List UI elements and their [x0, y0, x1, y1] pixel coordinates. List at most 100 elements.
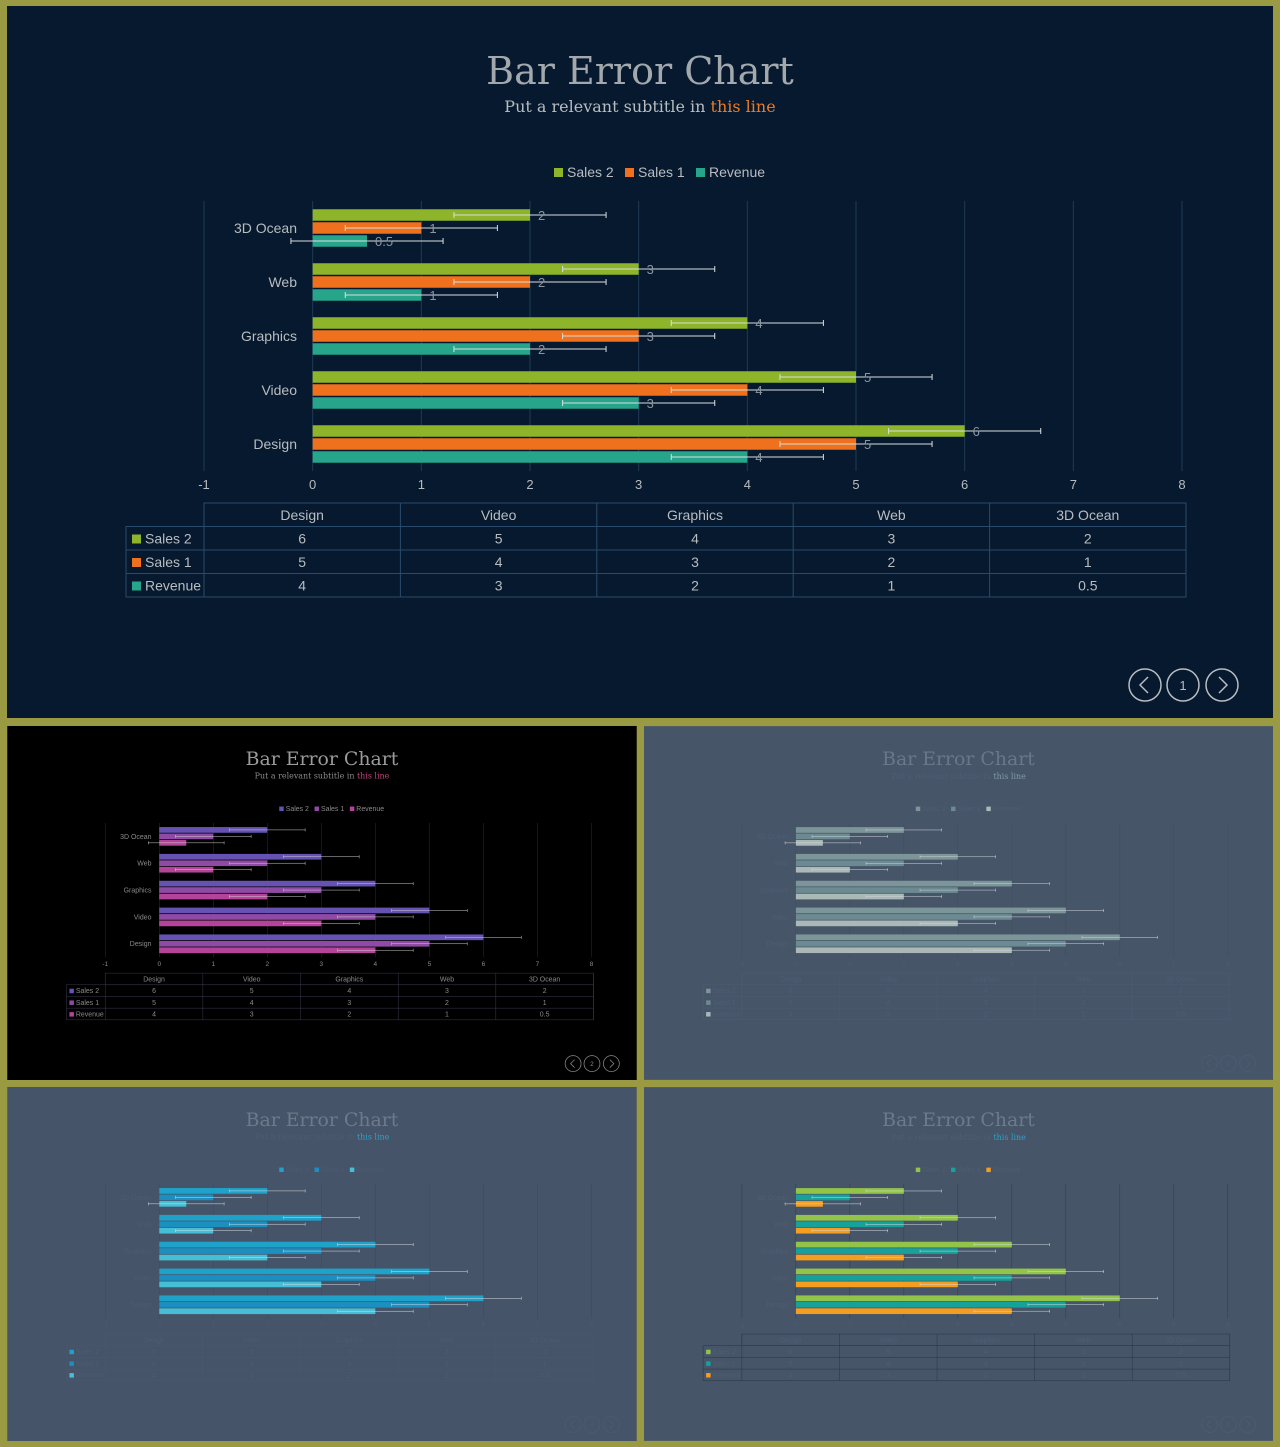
x-tick-label: 1 [848, 1322, 852, 1329]
page-number-button[interactable]: 4 [583, 1416, 601, 1433]
x-tick-label: 8 [1226, 1322, 1230, 1329]
slide-thumb-4[interactable]: Bar Error Chart Put a relevant subtitle i… [7, 1087, 637, 1441]
chart-svg-s3: Bar Error Chart Put a relevant subtitle i… [644, 726, 1273, 1080]
table-cell: 1 [445, 1373, 449, 1380]
prev-button[interactable] [1201, 1416, 1218, 1433]
slide-thumb-2[interactable]: Bar Error Chart Put a relevant subtitle i… [7, 726, 637, 1080]
page-number-button[interactable]: 5 [1219, 1416, 1237, 1433]
x-tick-label: 0 [157, 961, 161, 968]
data-label: 2 [538, 208, 545, 223]
table-cell: 3 [347, 1361, 351, 1368]
table-cell: 5 [789, 1000, 793, 1007]
table-header-cell: Web [440, 977, 454, 984]
table-series-swatch [706, 1000, 711, 1005]
table-cell: 6 [298, 531, 306, 547]
page-circle [583, 1055, 601, 1072]
table-cell: 2 [1081, 1000, 1085, 1007]
next-button[interactable] [1239, 1055, 1256, 1072]
table-cell: 2 [984, 1373, 988, 1380]
table-cell: 2 [888, 554, 896, 570]
bar [795, 947, 1012, 954]
x-tick-label: 6 [961, 477, 968, 492]
next-button[interactable] [603, 1416, 620, 1433]
y-category-label: 3D Ocean [120, 1195, 151, 1202]
next-button[interactable] [1205, 668, 1239, 702]
table-series-label: Sales 2 [76, 1349, 99, 1356]
x-tick-label: 3 [956, 1322, 960, 1329]
y-category-label: Web [774, 861, 788, 868]
bar [795, 920, 958, 927]
legend-swatch-1 [314, 1167, 320, 1173]
table-cell: 6 [152, 988, 156, 995]
x-tick-label: 8 [590, 961, 594, 968]
legend-swatch-0 [915, 1167, 921, 1173]
bar [159, 880, 376, 887]
next-button[interactable] [603, 1055, 620, 1072]
table-header-cell: Video [879, 1338, 897, 1345]
bar [312, 330, 639, 342]
page-number-button[interactable]: 2 [583, 1055, 601, 1072]
y-category-label: Video [770, 914, 788, 921]
table-cell: 4 [691, 531, 699, 547]
subtitle-text: Put a relevant subtitle in [255, 772, 357, 781]
slide-thumb-3[interactable]: Bar Error Chart Put a relevant subtitle i… [644, 726, 1273, 1080]
table-cell: 5 [152, 1000, 156, 1007]
x-tick-label: 6 [482, 961, 486, 968]
slide-background [7, 6, 1273, 718]
slide-thumb-5[interactable]: Bar Error Chart Put a relevant subtitle i… [644, 1087, 1273, 1441]
table-series-swatch [706, 1361, 711, 1366]
bar [312, 263, 639, 275]
x-tick-label: 4 [1010, 1322, 1014, 1329]
prev-button[interactable] [1201, 1055, 1218, 1072]
next-circle [1205, 668, 1239, 702]
bar [159, 907, 430, 914]
table-series-label: Revenue [713, 1012, 741, 1019]
table-series-swatch [132, 581, 141, 591]
y-category-label: Graphics [760, 1249, 788, 1256]
table-cell: 3 [495, 578, 503, 594]
data-label: 3 [647, 329, 654, 344]
prev-button[interactable] [1128, 668, 1162, 702]
page-number-button[interactable]: 3 [1219, 1055, 1237, 1072]
legend-label-2: Revenue [993, 806, 1021, 813]
subtitle-highlight: this line [357, 772, 390, 781]
bar [312, 397, 639, 409]
legend-label-2: Revenue [709, 164, 765, 180]
x-tick-label: 5 [428, 961, 432, 968]
prev-button[interactable] [564, 1416, 582, 1433]
data-label: 3 [647, 262, 654, 277]
x-tick-label: 2 [266, 961, 270, 968]
y-category-label: Graphics [124, 1249, 152, 1256]
table-cell: 3 [886, 1012, 890, 1019]
table-cell: 2 [445, 1361, 449, 1368]
table-cell: 4 [789, 1012, 793, 1019]
table-cell: 4 [347, 1349, 351, 1356]
page-subtitle: Put a relevant subtitle in this line [255, 1133, 390, 1142]
slide-background [7, 726, 637, 1080]
subtitle-highlight: this line [357, 1133, 390, 1142]
prev-button[interactable] [564, 1055, 582, 1072]
y-category-label: 3D Ocean [757, 834, 788, 841]
y-category-label: Design [766, 1302, 788, 1309]
x-tick-label: 7 [536, 961, 540, 968]
chevron-left-icon [1206, 1059, 1212, 1068]
table-series-swatch [706, 988, 711, 994]
bar [795, 1281, 958, 1288]
page-number: 4 [590, 1422, 594, 1429]
table-cell: 4 [152, 1373, 156, 1380]
bar [312, 343, 530, 355]
table-series-label: Revenue [76, 1373, 104, 1380]
y-category-label: Video [134, 914, 152, 921]
next-button[interactable] [1239, 1416, 1256, 1433]
prev-circle [564, 1055, 582, 1072]
x-tick-label: 1 [211, 1322, 215, 1329]
legend-label-1: Sales 1 [958, 1167, 981, 1174]
table-series-label: Sales 1 [76, 1361, 99, 1368]
table-cell: 6 [152, 1349, 156, 1356]
table-cell: 3 [250, 1373, 254, 1380]
subtitle-highlight: this line [711, 97, 776, 116]
x-tick-label: 0 [309, 477, 316, 492]
page-number-button[interactable]: 1 [1166, 668, 1200, 702]
x-tick-label: 8 [590, 1322, 594, 1329]
page-subtitle: Put a relevant subtitle in this line [891, 1133, 1026, 1142]
